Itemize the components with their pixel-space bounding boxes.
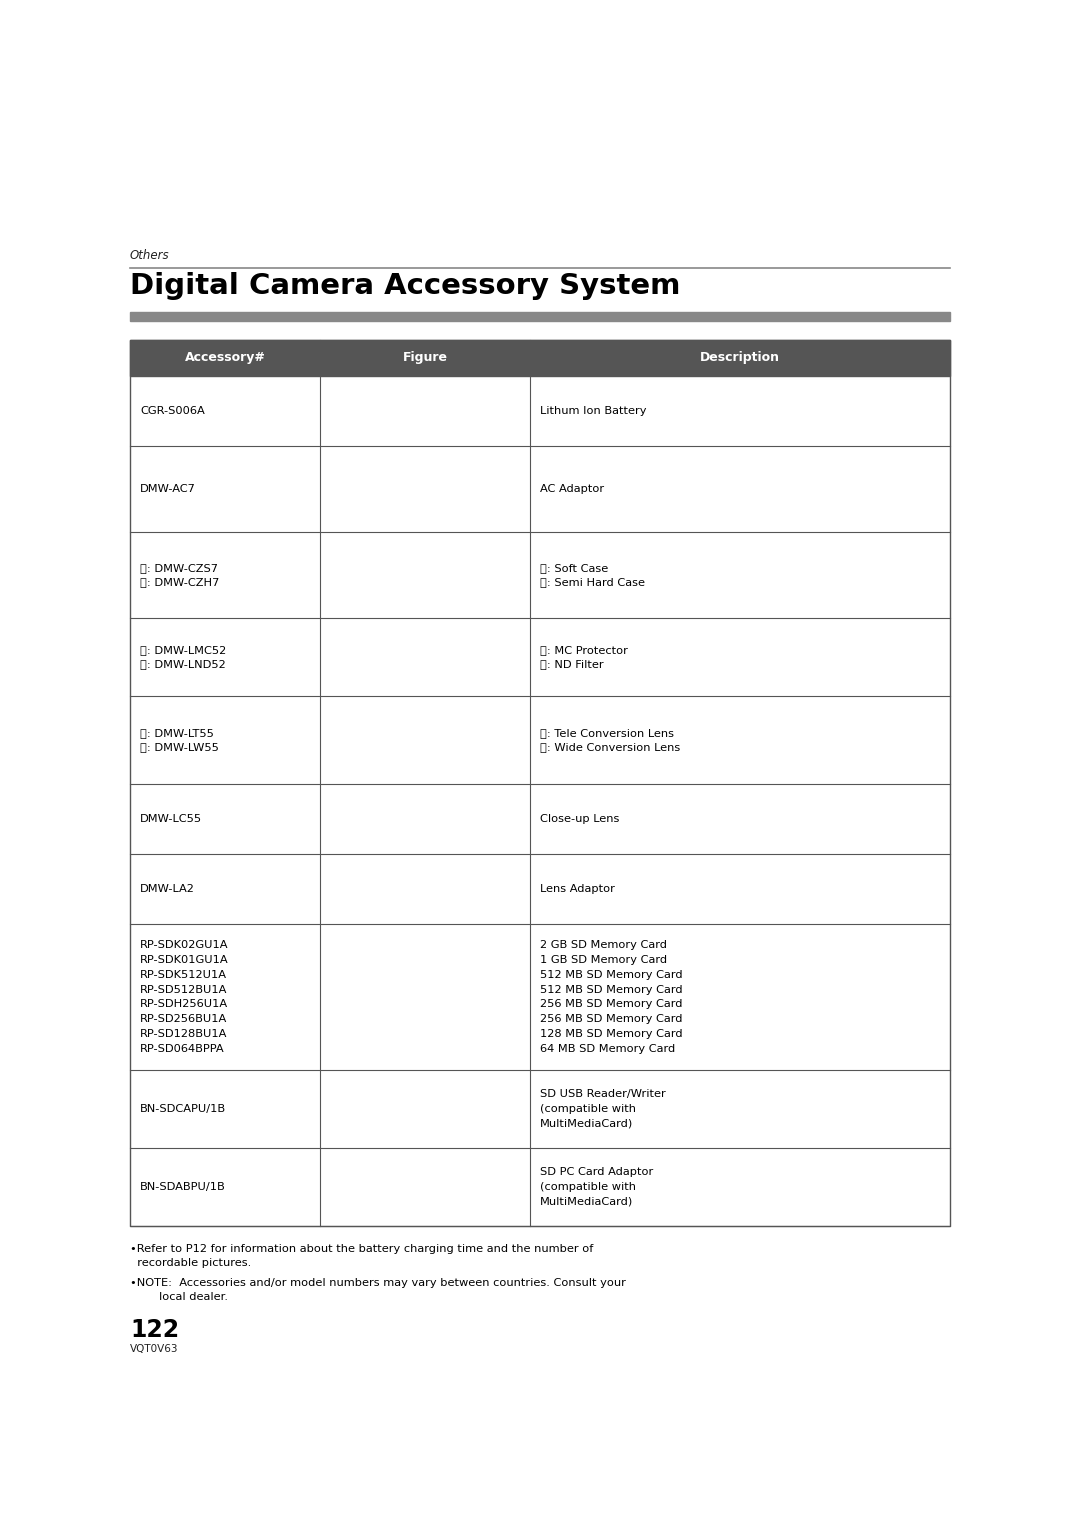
Bar [130, 340, 950, 1225]
Text: CGR-S006A: CGR-S006A [140, 406, 205, 417]
Text: RP-SDK02GU1A
RP-SDK01GU1A
RP-SDK512U1A
RP-SD512BU1A
RP-SDH256U1A
RP-SD256BU1A
RP: RP-SDK02GU1A RP-SDK01GU1A RP-SDK512U1A R… [140, 940, 229, 1054]
Text: AC Adaptor: AC Adaptor [540, 484, 604, 494]
Text: SD USB Reader/Writer
(compatible with
MultiMediaCard): SD USB Reader/Writer (compatible with Mu… [540, 1090, 665, 1129]
Text: VQT0V63: VQT0V63 [130, 1344, 178, 1354]
Bar [130, 311, 950, 320]
Text: •NOTE:  Accessories and/or model numbers may vary between countries. Consult you: •NOTE: Accessories and/or model numbers … [130, 1277, 626, 1302]
Text: Ⓒ: MC Protector
Ⓓ: ND Filter: Ⓒ: MC Protector Ⓓ: ND Filter [540, 644, 627, 670]
Text: Accessory#: Accessory# [185, 351, 266, 365]
Text: BN-SDCAPU/1B: BN-SDCAPU/1B [140, 1103, 226, 1114]
Text: Lens Adaptor: Lens Adaptor [540, 884, 615, 894]
Text: DMW-LC55: DMW-LC55 [140, 813, 202, 824]
Text: 2 GB SD Memory Card
1 GB SD Memory Card
512 MB SD Memory Card
512 MB SD Memory C: 2 GB SD Memory Card 1 GB SD Memory Card … [540, 940, 683, 1054]
Text: •Refer to P12 for information about the battery charging time and the number of
: •Refer to P12 for information about the … [130, 1244, 593, 1268]
Text: Ⓐ: DMW-CZS7
Ⓑ: DMW-CZH7: Ⓐ: DMW-CZS7 Ⓑ: DMW-CZH7 [140, 563, 219, 588]
Text: Close-up Lens: Close-up Lens [540, 813, 619, 824]
Bar [130, 340, 950, 375]
Text: DMW-LA2: DMW-LA2 [140, 884, 194, 894]
Text: Lithum Ion Battery: Lithum Ion Battery [540, 406, 647, 417]
Text: DMW-AC7: DMW-AC7 [140, 484, 195, 494]
Text: 122: 122 [130, 1318, 179, 1341]
Text: Ⓔ: DMW-LT55
Ⓕ: DMW-LW55: Ⓔ: DMW-LT55 Ⓕ: DMW-LW55 [140, 728, 219, 752]
Text: Ⓐ: Soft Case
Ⓑ: Semi Hard Case: Ⓐ: Soft Case Ⓑ: Semi Hard Case [540, 563, 645, 588]
Text: Digital Camera Accessory System: Digital Camera Accessory System [130, 272, 680, 301]
Text: Description: Description [700, 351, 780, 365]
Text: BN-SDABPU/1B: BN-SDABPU/1B [140, 1183, 226, 1192]
Text: Ⓔ: Tele Conversion Lens
Ⓕ: Wide Conversion Lens: Ⓔ: Tele Conversion Lens Ⓕ: Wide Conversi… [540, 728, 680, 752]
Text: Ⓒ: DMW-LMC52
Ⓓ: DMW-LND52: Ⓒ: DMW-LMC52 Ⓓ: DMW-LND52 [140, 644, 226, 670]
Text: Figure: Figure [403, 351, 447, 365]
Text: SD PC Card Adaptor
(compatible with
MultiMediaCard): SD PC Card Adaptor (compatible with Mult… [540, 1167, 653, 1207]
Text: Others: Others [130, 249, 170, 262]
